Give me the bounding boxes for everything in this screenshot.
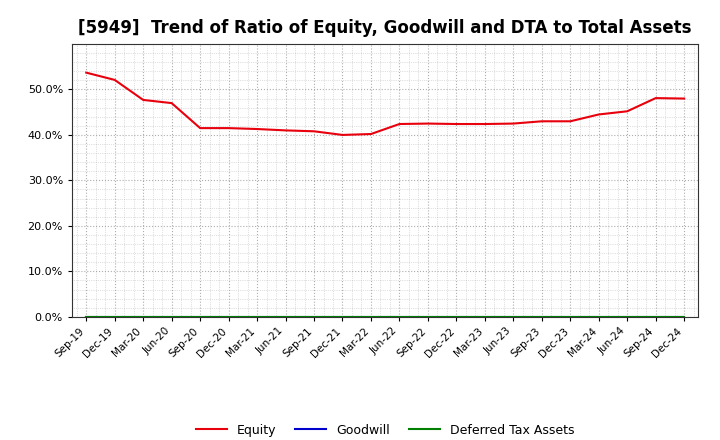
Equity: [566, 119, 575, 124]
Equity: [225, 125, 233, 131]
Deferred Tax Assets: [509, 314, 518, 319]
Deferred Tax Assets: [537, 314, 546, 319]
Goodwill: [652, 314, 660, 319]
Equity: [282, 128, 290, 133]
Goodwill: [566, 314, 575, 319]
Deferred Tax Assets: [167, 314, 176, 319]
Equity: [509, 121, 518, 126]
Equity: [167, 100, 176, 106]
Goodwill: [395, 314, 404, 319]
Deferred Tax Assets: [82, 314, 91, 319]
Equity: [82, 70, 91, 75]
Deferred Tax Assets: [395, 314, 404, 319]
Deferred Tax Assets: [196, 314, 204, 319]
Goodwill: [366, 314, 375, 319]
Goodwill: [253, 314, 261, 319]
Deferred Tax Assets: [480, 314, 489, 319]
Deferred Tax Assets: [566, 314, 575, 319]
Equity: [110, 77, 119, 83]
Equity: [395, 121, 404, 127]
Goodwill: [196, 314, 204, 319]
Equity: [537, 119, 546, 124]
Title: [5949]  Trend of Ratio of Equity, Goodwill and DTA to Total Assets: [5949] Trend of Ratio of Equity, Goodwil…: [78, 19, 692, 37]
Equity: [253, 126, 261, 132]
Deferred Tax Assets: [623, 314, 631, 319]
Deferred Tax Assets: [338, 314, 347, 319]
Goodwill: [338, 314, 347, 319]
Goodwill: [423, 314, 432, 319]
Deferred Tax Assets: [423, 314, 432, 319]
Equity: [310, 128, 318, 134]
Deferred Tax Assets: [595, 314, 603, 319]
Deferred Tax Assets: [139, 314, 148, 319]
Goodwill: [452, 314, 461, 319]
Deferred Tax Assets: [680, 314, 688, 319]
Equity: [452, 121, 461, 127]
Goodwill: [167, 314, 176, 319]
Goodwill: [225, 314, 233, 319]
Deferred Tax Assets: [253, 314, 261, 319]
Equity: [366, 132, 375, 137]
Goodwill: [623, 314, 631, 319]
Goodwill: [537, 314, 546, 319]
Goodwill: [282, 314, 290, 319]
Deferred Tax Assets: [652, 314, 660, 319]
Goodwill: [310, 314, 318, 319]
Deferred Tax Assets: [110, 314, 119, 319]
Deferred Tax Assets: [452, 314, 461, 319]
Equity: [623, 109, 631, 114]
Deferred Tax Assets: [225, 314, 233, 319]
Equity: [338, 132, 347, 138]
Goodwill: [680, 314, 688, 319]
Equity: [139, 97, 148, 103]
Goodwill: [480, 314, 489, 319]
Equity: [480, 121, 489, 127]
Deferred Tax Assets: [366, 314, 375, 319]
Goodwill: [595, 314, 603, 319]
Goodwill: [509, 314, 518, 319]
Goodwill: [82, 314, 91, 319]
Equity: [680, 96, 688, 101]
Legend: Equity, Goodwill, Deferred Tax Assets: Equity, Goodwill, Deferred Tax Assets: [191, 418, 580, 440]
Equity: [196, 125, 204, 131]
Goodwill: [139, 314, 148, 319]
Line: Equity: Equity: [86, 73, 684, 135]
Deferred Tax Assets: [310, 314, 318, 319]
Equity: [595, 112, 603, 117]
Equity: [423, 121, 432, 126]
Goodwill: [110, 314, 119, 319]
Equity: [652, 95, 660, 101]
Deferred Tax Assets: [282, 314, 290, 319]
